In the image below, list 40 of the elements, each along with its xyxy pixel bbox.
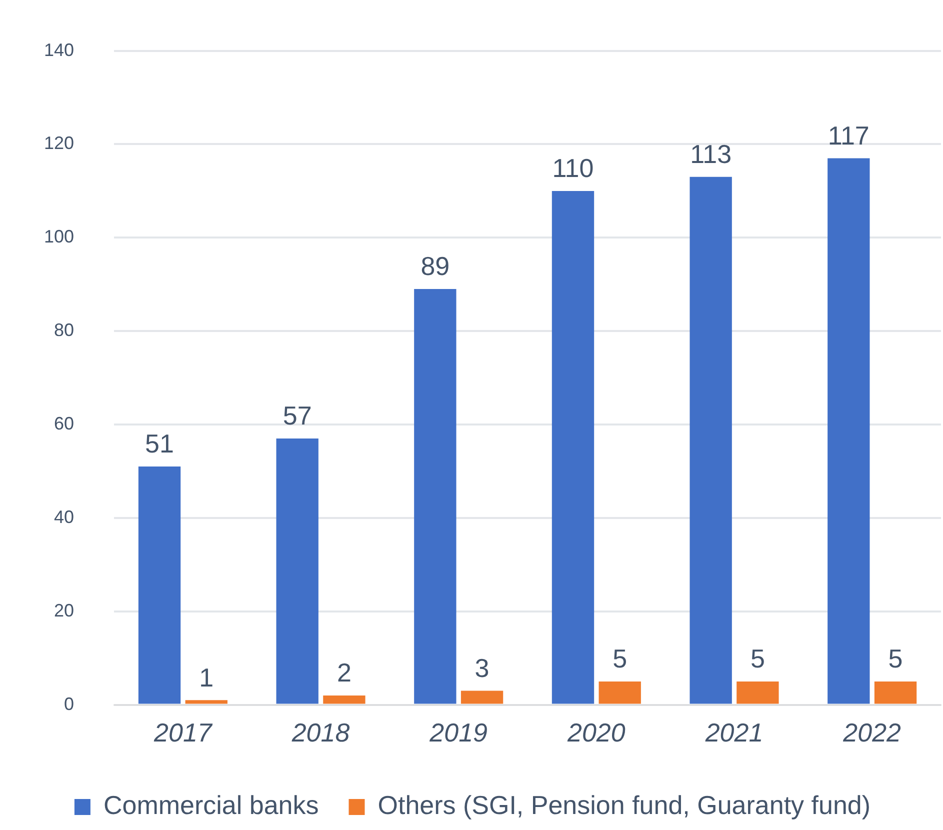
bar [598,681,641,704]
data-label: 57 [282,400,312,431]
data-label: 5 [750,644,765,674]
bar [460,690,504,704]
data-label: 89 [420,251,450,282]
bar [874,681,917,704]
x-tick-label: 2020 [566,718,626,748]
bar [552,190,594,704]
bar [185,700,228,704]
y-tick-label: 60 [54,413,74,434]
y-tick-label: 40 [54,506,74,527]
data-label: 5 [888,644,903,674]
data-label: 2 [336,658,352,688]
y-tick-label: 80 [54,320,74,340]
bar [276,438,318,704]
data-label: 117 [828,120,870,150]
bar [736,681,779,704]
data-label: 1 [199,662,214,692]
x-tick-label: 2017 [153,718,214,748]
data-label: 3 [474,652,490,683]
y-tick-label: 120 [44,133,74,154]
bar [828,158,870,704]
data-label: 5 [612,644,628,674]
x-tick-label: 2019 [428,718,488,748]
legend-label: Others (SGI, Pension fund, Guaranty fund) [378,790,871,820]
x-tick-label: 2021 [704,718,764,748]
y-tick-label: 0 [64,694,74,714]
legend-label: Commercial banks [103,790,319,820]
bar [414,289,456,704]
bar [690,176,732,704]
x-tick-label: 2018 [290,718,350,748]
data-label: 110 [552,153,594,184]
data-label: 113 [690,139,732,170]
data-label: 51 [145,428,174,459]
x-tick-label: 2022 [842,718,902,748]
y-tick-label: 100 [44,226,74,247]
bar [323,695,366,704]
y-tick-label: 140 [44,40,74,60]
y-tick-label: 20 [54,600,74,620]
bar [138,466,181,704]
